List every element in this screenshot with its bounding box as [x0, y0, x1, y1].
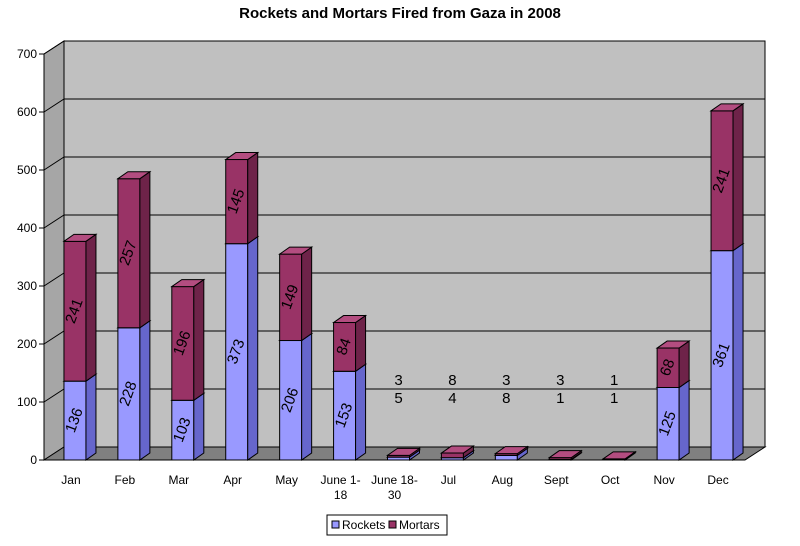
- y-tick-label: 0: [30, 453, 37, 467]
- axes: [43, 54, 745, 461]
- bar-mortars: [170, 278, 206, 402]
- y-tick-label: 300: [17, 279, 37, 293]
- x-tick-label: Jul: [441, 473, 456, 487]
- gridline: [43, 214, 765, 229]
- bar-top: [116, 171, 152, 180]
- y-tick-label: 700: [17, 47, 37, 61]
- bar-mortars: [62, 233, 98, 383]
- bar-top: [385, 447, 422, 456]
- bar-side: [193, 278, 205, 402]
- bar-side: [139, 170, 151, 329]
- data-label-rockets: 4: [448, 390, 456, 407]
- y-tick-label: 400: [17, 221, 37, 235]
- legend: Rockets Mortars: [326, 514, 448, 536]
- bar-mortars: [709, 102, 745, 252]
- data-label-rockets: 1: [610, 390, 618, 407]
- legend-label-mortars: Mortars: [399, 518, 440, 532]
- x-tick-label: June 1-: [321, 473, 361, 487]
- x-tick-label: June 18-: [371, 473, 418, 487]
- bar-side: [247, 235, 259, 461]
- bar-side: [301, 246, 313, 342]
- bar-top: [439, 445, 476, 454]
- gridline: [43, 98, 765, 113]
- data-label-mortars: 8: [448, 372, 456, 389]
- x-tick-label: Jan: [61, 473, 80, 487]
- bar-side: [139, 319, 151, 461]
- bar-top: [601, 451, 637, 460]
- x-tick-label: Mar: [168, 473, 189, 487]
- bar-top: [278, 246, 314, 255]
- x-tick-label: Nov: [653, 473, 674, 487]
- bar-mortars: [547, 449, 583, 461]
- x-tick-label: Sept: [544, 473, 569, 487]
- bar-side: [355, 363, 367, 461]
- data-label-mortars: 68: [657, 357, 679, 378]
- legend-swatch-rockets: [331, 520, 340, 529]
- data-label-mortars: 3: [394, 372, 402, 389]
- bar-mortars: [278, 246, 314, 342]
- data-label-rockets: 8: [502, 390, 510, 407]
- bar-side: [193, 392, 205, 461]
- tick-labels: 0 100 200 300 400 500 600 700 Jan Feb Mar Apr May Jun…: [17, 47, 729, 502]
- chart-title: Rockets and Mortars Fired from Gaza in 2…: [239, 5, 561, 22]
- data-label-rockets: 5: [394, 390, 402, 407]
- x-tick-label: Aug: [492, 473, 513, 487]
- x-tick-label: Dec: [707, 473, 728, 487]
- bar-mortars: [224, 151, 260, 245]
- bar-top: [547, 450, 583, 459]
- bars: [62, 102, 745, 461]
- bar-side: [247, 151, 259, 245]
- bar-side: [301, 332, 313, 461]
- data-label-rockets: 1: [556, 390, 564, 407]
- data-label-mortars: 84: [333, 336, 355, 357]
- bar-side: [355, 314, 367, 373]
- x-tick-label: Feb: [115, 473, 136, 487]
- bar-side: [732, 242, 744, 461]
- bar-side: [732, 102, 744, 252]
- x-tick-label: 18: [334, 488, 348, 502]
- data-label-mortars: 3: [556, 372, 564, 389]
- bar-side: [678, 379, 690, 461]
- legend-box: [326, 514, 448, 536]
- y-tick-label: 500: [17, 163, 37, 177]
- bar-top: [331, 315, 368, 324]
- legend-label-rockets: Rockets: [342, 518, 385, 532]
- x-tick-label: May: [275, 473, 298, 487]
- bar-top: [493, 446, 529, 455]
- gridline: [43, 156, 765, 171]
- bar-mortars: [116, 170, 152, 329]
- bar-top: [62, 233, 98, 242]
- bar-front: [440, 452, 464, 459]
- bar-top: [224, 152, 260, 161]
- bar-side: [85, 233, 97, 383]
- y-tick-label: 200: [17, 337, 37, 351]
- x-tick-label: Apr: [223, 473, 242, 487]
- bar-front: [494, 454, 518, 461]
- y-tick-label: 100: [17, 395, 37, 409]
- bar-mortars: [331, 314, 368, 373]
- bar-top: [709, 103, 745, 112]
- bar-side: [678, 340, 690, 389]
- bar-mortars: [439, 445, 476, 459]
- data-label-mortars: 3: [502, 372, 510, 389]
- bar-top: [170, 279, 206, 288]
- legend-swatch-mortars: [388, 520, 397, 529]
- x-tick-label: Oct: [601, 473, 620, 487]
- x-tick-label: 30: [388, 488, 402, 502]
- side-wall: [43, 40, 65, 461]
- bar-rockets: [224, 235, 260, 461]
- bar-mortars: [493, 445, 529, 457]
- gridline: [43, 40, 765, 55]
- data-label-mortars: 1: [610, 372, 618, 389]
- bar-top: [655, 340, 691, 349]
- bar-mortars: [655, 340, 691, 389]
- y-tick-label: 600: [17, 105, 37, 119]
- bar-mortars: [385, 447, 422, 459]
- bar-side: [85, 373, 97, 461]
- bar-mortars: [601, 450, 637, 461]
